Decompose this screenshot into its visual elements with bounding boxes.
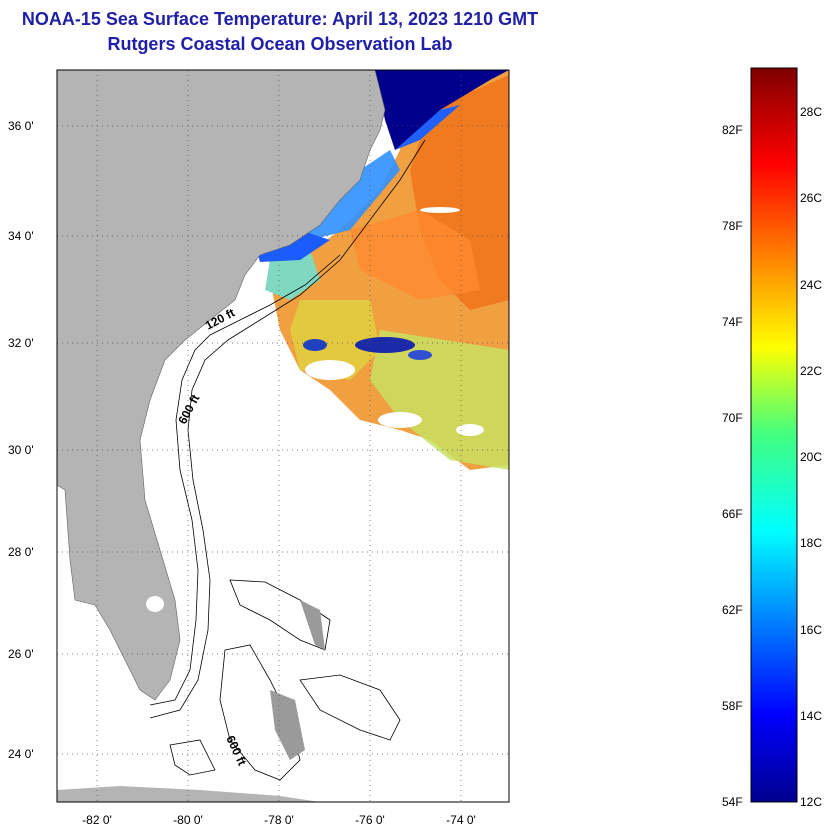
bahamas-islands bbox=[270, 600, 325, 760]
colorbar-c-label: 12C bbox=[800, 795, 822, 809]
temperature-colorbar bbox=[750, 67, 798, 803]
lat-label: 36 0' bbox=[8, 119, 34, 133]
cuba-landmass bbox=[57, 786, 320, 802]
colorbar-f-label: 78F bbox=[722, 219, 743, 233]
contour-600ft bbox=[149, 139, 426, 719]
lon-label: -74 0' bbox=[446, 813, 476, 827]
us-landmass bbox=[57, 70, 386, 701]
colorbar-f-label: 82F bbox=[722, 123, 743, 137]
colorbar-c-label: 20C bbox=[800, 450, 822, 464]
map-title: NOAA-15 Sea Surface Temperature: April 1… bbox=[21, 9, 539, 29]
lat-label: 32 0' bbox=[8, 336, 34, 350]
colorbar-c-label: 14C bbox=[800, 709, 822, 723]
colorbar-f-label: 62F bbox=[722, 603, 743, 617]
lon-label: -76 0' bbox=[355, 813, 385, 827]
colorbar-f-label: 66F bbox=[722, 507, 743, 521]
sst-field bbox=[255, 70, 509, 470]
colorbar-c-label: 28C bbox=[800, 105, 822, 119]
colorbar-f-label: 54F bbox=[722, 795, 743, 809]
colorbar-f-label: 70F bbox=[722, 411, 743, 425]
contour-120ft bbox=[149, 254, 341, 706]
map-content bbox=[57, 70, 509, 802]
colorbar-c-label: 16C bbox=[800, 623, 822, 637]
colorbar-f-label: 74F bbox=[722, 315, 743, 329]
colorbar-c-label: 22C bbox=[800, 364, 822, 378]
map-grid bbox=[57, 70, 509, 802]
colorbar-c-label: 18C bbox=[800, 536, 822, 550]
lake-okeechobee bbox=[146, 596, 164, 612]
colorbar-c-label: 24C bbox=[800, 278, 822, 292]
lat-label: 26 0' bbox=[8, 647, 34, 661]
colorbar-f-label: 58F bbox=[722, 699, 743, 713]
lon-label: -80 0' bbox=[173, 813, 203, 827]
lat-label: 30 0' bbox=[8, 443, 34, 457]
map-frame bbox=[56, 69, 510, 803]
lat-label: 34 0' bbox=[8, 229, 34, 243]
lon-label: -78 0' bbox=[264, 813, 294, 827]
lat-label: 24 0' bbox=[8, 747, 34, 761]
colorbar-c-label: 26C bbox=[800, 191, 822, 205]
map-subtitle: Rutgers Coastal Ocean Observation Lab bbox=[107, 34, 453, 54]
lat-label: 28 0' bbox=[8, 545, 34, 559]
lon-label: -82 0' bbox=[82, 813, 112, 827]
